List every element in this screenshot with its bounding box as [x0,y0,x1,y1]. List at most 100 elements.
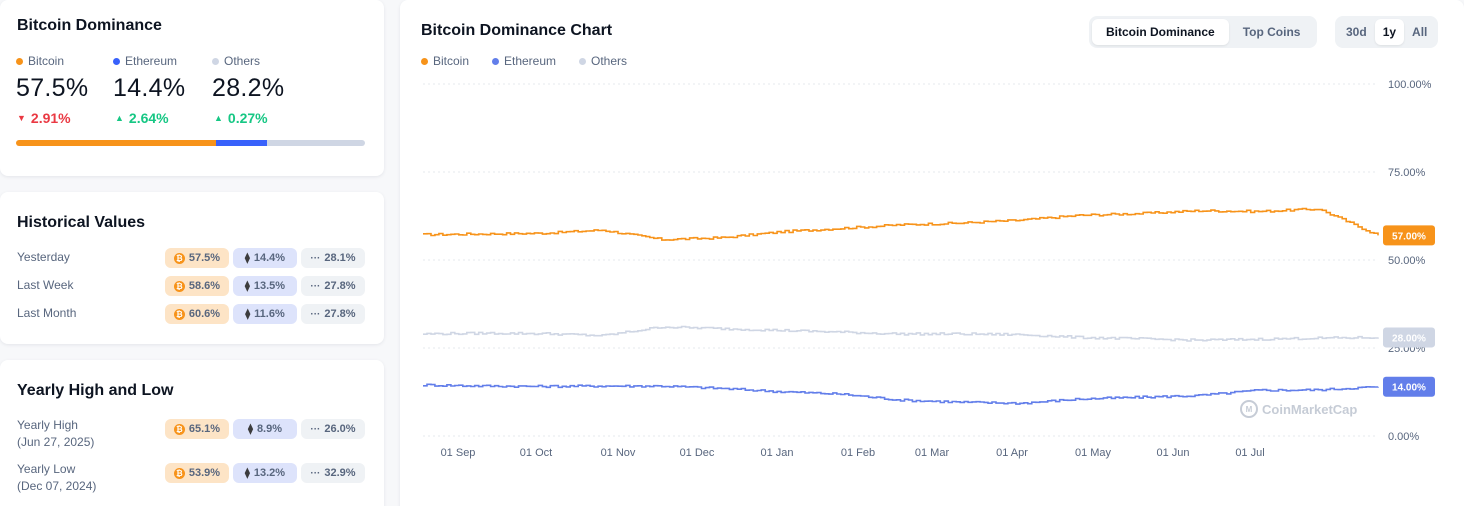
dominance-chart-card: 100.00% 75.00% 50.00% 25.00% 0.00% 01 Sep 01 O… [400,0,1464,506]
pill-value: 65.1% [188,423,221,435]
view-toggle: Bitcoin Dominance Top Coins [1089,16,1318,48]
ethereum-icon: ⧫ [247,423,253,435]
row-label-text: Yesterday [17,250,70,264]
last-value-label: 14.00% [1392,383,1426,394]
ethereum-icon: ⧫ [244,467,250,479]
btc-value-pill: ₿ 65.1% [165,419,229,439]
others-change: ▲ 0.27% [214,110,268,126]
ethereum-percent: 14.4% [113,74,186,102]
y-tick-label: 50.00% [1388,255,1426,267]
x-tick-label: 01 Apr [996,447,1028,459]
row-date: (Jun 27, 2025) [17,435,95,449]
dominance-title: Bitcoin Dominance [17,17,162,34]
bitcoin-icon: ₿ [173,467,185,479]
pill-value: 13.2% [253,467,286,479]
range-toggle: 30d 1y All [1335,16,1439,48]
chart-legend-others[interactable]: Others [579,54,627,68]
btc-value-pill: ₿ 60.6% [165,304,229,324]
x-tick-label: 01 Oct [520,447,552,459]
row-label-text: Last Week [17,278,74,292]
range-30d[interactable]: 30d [1346,25,1367,39]
pill-value: 8.9% [256,423,283,435]
others-value-pill: ··· 27.8% [301,276,365,296]
legend-ethereum-label: Ethereum [125,54,178,68]
tab-top-coins[interactable]: Top Coins [1242,25,1301,39]
watermark-text: CoinMarketCap [1262,401,1358,417]
ellipsis-icon: ··· [310,280,321,292]
series-line-ethereum [423,383,1379,405]
ellipsis-icon: ··· [310,467,321,479]
last-value-tag [1383,376,1435,397]
bitcoin-icon: ₿ [173,308,185,320]
x-tick-label: 01 Sep [441,447,476,459]
dominance-card: Bitcoin Dominance Bitcoin Ethereum Other… [0,0,384,176]
ethereum-dot-icon [113,57,120,65]
chart-legend-bitcoin[interactable]: Bitcoin [421,54,469,68]
historical-title: Historical Values [17,214,146,231]
last-value-label: 28.00% [1392,333,1426,344]
x-tick-label: 01 Dec [680,447,715,459]
legend-bitcoin-label: Bitcoin [28,54,65,68]
pill-value: 32.9% [324,467,356,479]
others-value-pill: ··· 27.8% [301,304,365,324]
pill-value: 11.6% [254,308,285,320]
bitcoin-percent: 57.5% [16,74,89,102]
row-label: Last Month [17,305,76,322]
yearly-title: Yearly High and Low [17,382,174,399]
ellipsis-icon: ··· [310,252,321,264]
others-percent: 28.2% [212,74,285,102]
bitcoin-change-value: 2.91% [30,110,71,126]
row-label: Yearly High (Jun 27, 2025) [17,417,94,451]
pill-value: 13.5% [253,280,286,292]
dominance-share-bar [16,140,365,146]
series-line-bitcoin [423,207,1379,241]
x-tick-label: 01 Jun [1156,447,1189,459]
pill-value: 60.6% [188,308,221,320]
legend-bitcoin: Bitcoin [16,54,64,68]
ellipsis-icon: ··· [310,308,321,320]
row-label-text: Yearly Low [17,462,76,476]
series-line-others [423,325,1379,342]
eth-value-pill: ⧫ 13.5% [233,276,297,296]
yearly-high-low-card: Yearly High and Low Yearly High (Jun 27, … [0,360,384,506]
others-dot-icon [579,57,586,65]
last-value-tag [1383,327,1435,348]
tab-bitcoin-dominance[interactable]: Bitcoin Dominance [1092,19,1229,45]
x-tick-label: 01 Mar [915,447,950,459]
range-all[interactable]: All [1412,25,1428,39]
bar-segment-bitcoin [16,140,217,146]
bitcoin-dot-icon [16,57,23,65]
bitcoin-change: ▼ 2.91% [17,110,71,126]
btc-value-pill: ₿ 58.6% [165,276,229,296]
bitcoin-icon: ₿ [173,280,185,292]
pill-value: 27.8% [324,280,356,292]
bar-segment-ethereum [216,140,267,146]
others-dot-icon [212,57,219,65]
bitcoin-icon: ₿ [173,423,185,435]
x-tick-label: 01 Nov [601,447,636,459]
x-tick-label: 01 Feb [841,447,875,459]
pill-value: 26.0% [324,423,356,435]
others-change-value: 0.27% [227,110,268,126]
legend-others: Others [212,54,260,68]
bar-segment-others [266,140,365,146]
eth-value-pill: ⧫ 13.2% [233,463,297,483]
chart-title: Bitcoin Dominance Chart [421,22,613,39]
chart-legend-ethereum[interactable]: Ethereum [492,54,556,68]
y-tick-label: 75.00% [1388,167,1426,179]
bitcoin-dot-icon [421,57,428,65]
ethereum-change: ▲ 2.64% [115,110,169,126]
caret-down-icon: ▼ [17,113,26,123]
legend-others-label: Others [224,54,261,68]
caret-up-icon: ▲ [214,113,223,123]
dominance-line-chart: 100.00%75.00%50.00%25.00%0.00%01 Sep 01 O… [423,79,1435,459]
ethereum-change-value: 2.64% [128,110,169,126]
row-label: Yearly Low (Dec 07, 2024) [17,461,96,495]
ethereum-icon: ⧫ [245,308,251,320]
caret-up-icon: ▲ [115,113,124,123]
legend-ethereum: Ethereum [113,54,177,68]
historical-values-card: Historical Values Yesterday ₿ 57.5% ⧫ 14.4% ·… [0,192,384,344]
range-1y[interactable]: 1y [1374,19,1405,45]
last-value-label: 57.00% [1392,231,1426,242]
others-value-pill: ··· 26.0% [301,419,365,439]
